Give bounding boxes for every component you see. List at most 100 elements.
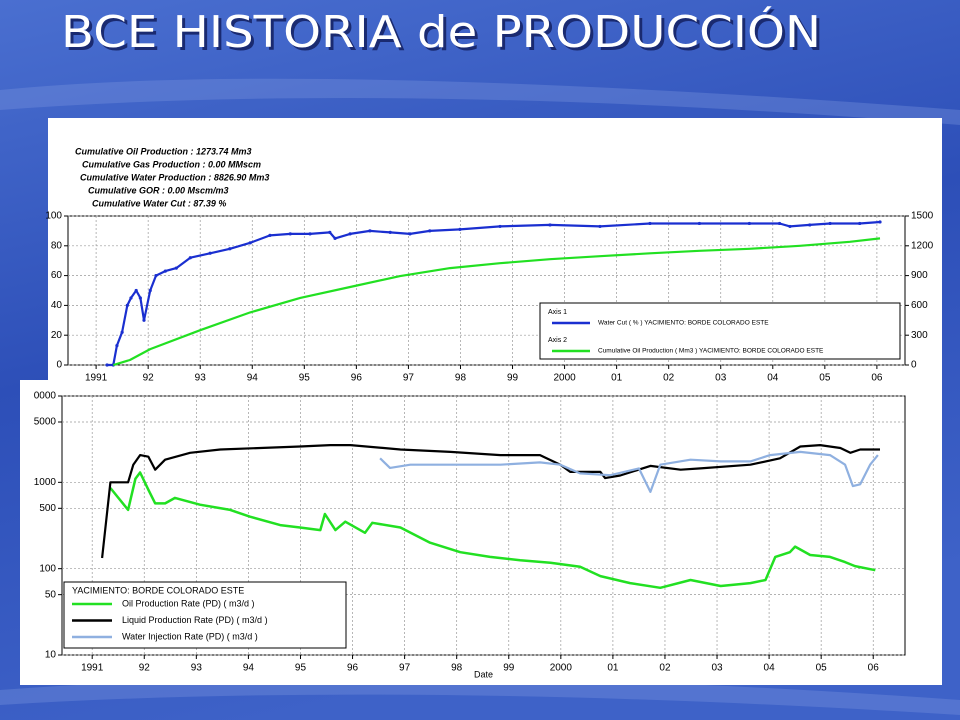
series-marker	[878, 220, 882, 224]
series-marker	[498, 224, 502, 229]
series-marker	[333, 236, 337, 240]
x-tick-label: 06	[871, 373, 883, 384]
x-tick-label: 98	[451, 663, 463, 674]
series-marker	[142, 318, 146, 322]
y-tick-label: 20	[51, 330, 63, 341]
x-axis-label: Date	[474, 669, 493, 679]
series-line	[107, 220, 881, 367]
y-tick-label: 100	[45, 211, 62, 222]
x-tick-label: 05	[816, 663, 828, 674]
series-marker	[747, 221, 751, 226]
annotation: Cumulative GOR : 0.00 Mscm/m3	[88, 185, 229, 195]
series-marker	[348, 232, 352, 236]
series-marker	[388, 230, 392, 234]
x-tick-label: 97	[399, 663, 411, 674]
y-tick-label: 50	[45, 589, 57, 600]
y-tick-label: 10	[45, 650, 57, 661]
series-marker	[648, 221, 652, 226]
x-tick-label: 94	[243, 663, 255, 674]
series-marker	[328, 230, 332, 234]
series-marker	[134, 288, 138, 293]
x-tick-label: 99	[507, 373, 519, 384]
series-marker	[858, 221, 862, 226]
x-tick-label: 97	[403, 373, 415, 384]
series-marker	[777, 221, 782, 226]
x-tick-label: 04	[767, 373, 779, 384]
x-tick-label: 01	[611, 373, 623, 384]
series-marker	[697, 221, 701, 226]
legend-label: Liquid Production Rate (PD) ( m3/d )	[122, 615, 268, 625]
y-tick-label: 60	[51, 270, 63, 281]
y-tick-label: 1000	[34, 477, 57, 488]
series-marker	[598, 224, 602, 229]
series-marker	[368, 229, 372, 233]
legend-group: Axis 2	[548, 337, 567, 344]
series-marker	[174, 266, 178, 270]
x-tick-label: 01	[607, 663, 619, 674]
title-shadow: BCE HISTORIA de PRODUCCIÓN	[64, 8, 824, 61]
y2-tick-label: 300	[911, 330, 928, 341]
series-marker	[138, 296, 142, 300]
series-marker	[458, 227, 462, 232]
series-marker	[148, 288, 152, 293]
y-tick-label: 80	[51, 240, 63, 251]
y-tick-label: 0	[56, 360, 62, 371]
x-tick-label: 92	[143, 373, 155, 384]
series-marker	[105, 363, 109, 367]
series-marker	[188, 256, 192, 260]
slide-title: BCE HISTORIA de PRODUCCIÓN	[61, 5, 821, 58]
streak	[0, 677, 960, 715]
series-marker	[125, 303, 129, 307]
x-tick-label: 99	[503, 663, 515, 674]
series-marker	[268, 233, 272, 237]
x-tick-label: 02	[663, 373, 675, 384]
x-tick-label: 2000	[553, 373, 576, 384]
y2-tick-label: 1200	[911, 240, 934, 251]
series-marker	[248, 241, 252, 245]
y-tick-label: 100	[39, 563, 56, 574]
annotation: Cumulative Oil Production : 1273.74 Mm3	[75, 146, 252, 156]
y2-tick-label: 1500	[911, 211, 934, 222]
x-tick-label: 04	[764, 663, 776, 674]
streak	[0, 78, 960, 125]
legend-label: Cumulative Oil Production ( Mm3 ) YACIMI…	[598, 348, 824, 355]
series-marker	[308, 232, 312, 236]
x-tick-label: 02	[659, 663, 671, 674]
x-tick-label: 96	[347, 663, 359, 674]
series-marker	[408, 232, 412, 236]
x-tick-label: 93	[195, 373, 207, 384]
x-tick-label: 95	[299, 373, 311, 384]
series-line	[379, 450, 879, 493]
legend-label: Oil Production Rate (PD) ( m3/d )	[122, 598, 255, 608]
series-marker	[288, 232, 292, 236]
series-marker	[120, 330, 124, 334]
x-tick-label: 94	[247, 373, 259, 384]
y-tick-label: 0000	[34, 391, 57, 402]
x-tick-label: 96	[351, 373, 363, 384]
x-tick-label: 95	[295, 663, 307, 674]
series-marker	[228, 247, 232, 251]
series-marker	[808, 223, 812, 227]
series-marker	[788, 224, 792, 229]
x-tick-label: 93	[191, 663, 203, 674]
legend-label: Water Cut ( % ) YACIMIENTO: BORDE COLORA…	[598, 320, 769, 327]
y2-tick-label: 900	[911, 270, 928, 281]
x-tick-label: 98	[455, 373, 467, 384]
series-marker	[163, 269, 167, 273]
series-line	[112, 237, 881, 367]
x-tick-label: 2000	[550, 663, 573, 674]
x-tick-label: 03	[711, 663, 723, 674]
series-marker	[828, 221, 832, 226]
x-tick-label: 06	[868, 663, 880, 674]
x-tick-label: 03	[715, 373, 727, 384]
x-tick-label: 1991	[85, 373, 108, 384]
y2-tick-label: 0	[911, 360, 917, 371]
series-line	[109, 471, 876, 590]
x-tick-label: 05	[819, 373, 831, 384]
series-marker	[548, 223, 552, 227]
y-tick-label: 40	[51, 300, 63, 311]
x-tick-label: 1991	[81, 663, 104, 674]
legend-title: YACIMIENTO: BORDE COLORADO ESTE	[72, 585, 244, 595]
y-tick-label: 500	[39, 503, 56, 514]
